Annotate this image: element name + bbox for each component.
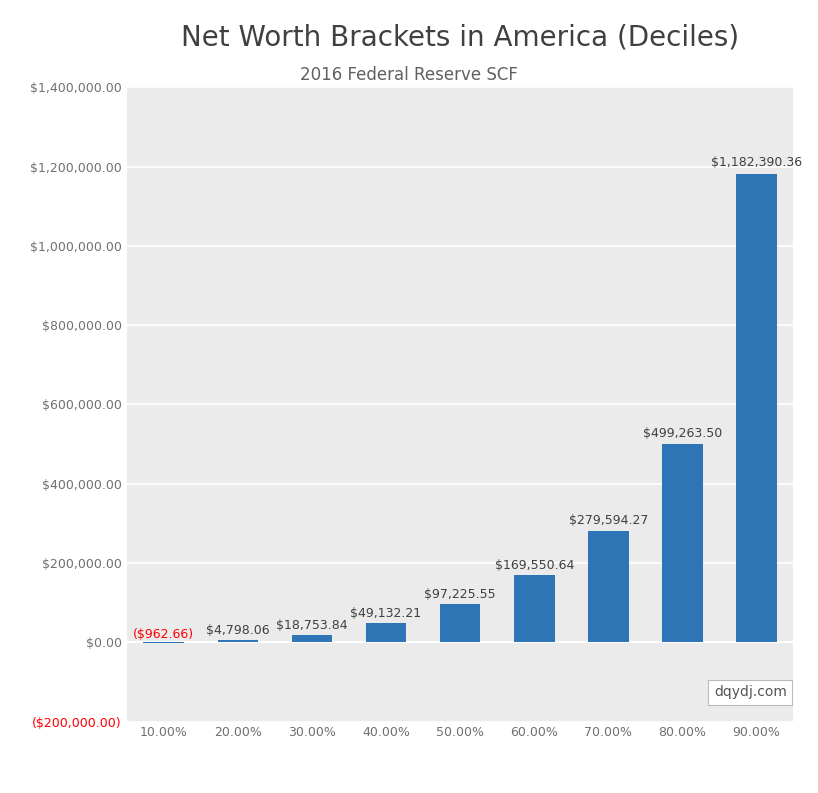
Text: $279,594.27: $279,594.27 bbox=[569, 514, 648, 527]
Text: 2016 Federal Reserve SCF: 2016 Federal Reserve SCF bbox=[300, 67, 518, 84]
Text: $97,225.55: $97,225.55 bbox=[425, 588, 496, 600]
Text: $4,798.06: $4,798.06 bbox=[206, 624, 270, 638]
Text: ($962.66): ($962.66) bbox=[133, 628, 195, 641]
Bar bbox=[736, 174, 777, 642]
Bar bbox=[366, 623, 407, 642]
Text: $18,753.84: $18,753.84 bbox=[276, 619, 348, 632]
Bar bbox=[662, 444, 703, 642]
Bar bbox=[218, 641, 258, 642]
Text: $169,550.64: $169,550.64 bbox=[495, 559, 574, 572]
Title: Net Worth Brackets in America (Deciles): Net Worth Brackets in America (Deciles) bbox=[181, 24, 739, 52]
Text: $49,132.21: $49,132.21 bbox=[350, 607, 421, 619]
Bar bbox=[514, 575, 555, 642]
Text: dqydj.com: dqydj.com bbox=[714, 685, 787, 699]
Text: $499,263.50: $499,263.50 bbox=[643, 427, 722, 439]
Bar bbox=[291, 635, 332, 642]
Bar bbox=[440, 603, 480, 642]
Bar bbox=[588, 531, 629, 642]
Text: $1,182,390.36: $1,182,390.36 bbox=[711, 155, 802, 169]
